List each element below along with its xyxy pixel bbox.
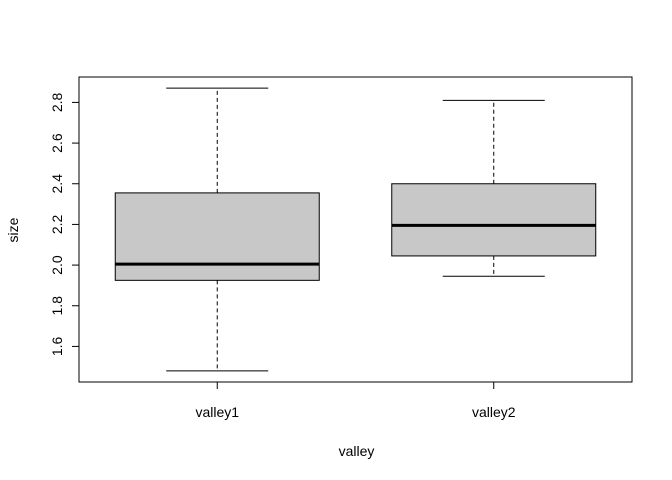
y-tick-label: 2.2 [49, 214, 65, 234]
x-tick-label: valley2 [472, 404, 516, 420]
box-valley1 [114, 87, 320, 372]
box-valley2 [391, 99, 597, 277]
y-tick-label: 1.6 [49, 336, 65, 356]
x-axis-title: valley [339, 443, 375, 459]
axes: 1.6 1.8 2.0 2.2 2.4 2.6 2.8 valley1 valley2 [49, 76, 633, 420]
y-tick-label: 2.8 [49, 92, 65, 112]
iqr-box [114, 192, 320, 281]
iqr-box [391, 183, 597, 257]
y-tick-label: 2.4 [49, 174, 65, 194]
y-tick-label: 2.6 [49, 133, 65, 153]
y-axis-title: size [5, 217, 21, 242]
plot-area [114, 87, 597, 372]
y-tick-label: 2.0 [49, 255, 65, 275]
x-tick-label: valley1 [195, 404, 239, 420]
y-tick-label: 1.8 [49, 296, 65, 316]
